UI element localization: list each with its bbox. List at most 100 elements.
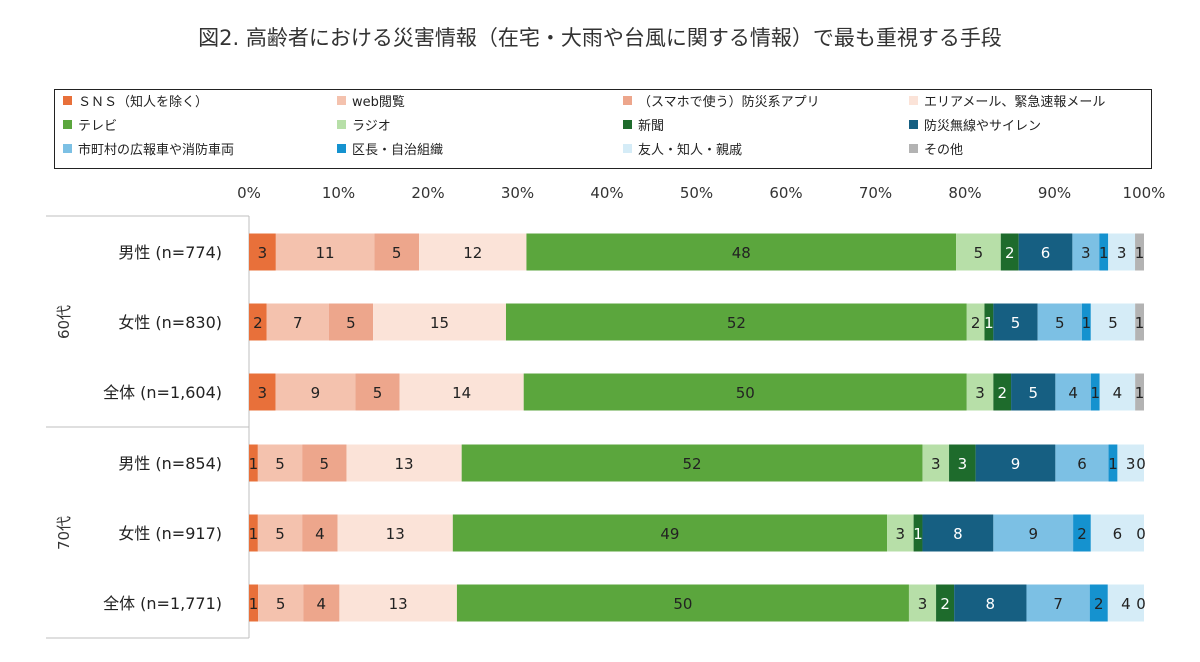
legend-item: エリアメール、緊急速報メール (909, 95, 1105, 111)
category-label: 女性 (n=830) (118, 313, 222, 332)
legend-label: ＳＮＳ（知人を除く） (78, 95, 209, 110)
legend-label: （スマホで使う）防災系アプリ (638, 95, 820, 110)
bar-segment (975, 444, 1056, 482)
data-label: 1 (1090, 384, 1100, 402)
bar-segment (1099, 233, 1109, 271)
legend-label: 防災無線やサイレン (924, 119, 1042, 134)
bar-segment (373, 303, 506, 341)
x-tick-label: 90% (1038, 184, 1071, 202)
bar-segment (1037, 303, 1082, 341)
bar-segment (328, 303, 374, 341)
legend-item: テレビ (63, 119, 117, 135)
data-label: 1 (984, 314, 994, 332)
x-tick-label: 40% (590, 184, 623, 202)
legend: ＳＮＳ（知人を除く） web閲覧 （スマホで使う）防災系アプリ エリアメール、緊急速報… (54, 89, 1152, 169)
legend-swatch (337, 144, 346, 153)
bar-segment (1081, 303, 1091, 341)
bar-segment (1055, 444, 1109, 482)
bar-segment (249, 303, 267, 341)
legend-swatch (63, 144, 72, 153)
data-label: 1 (1099, 244, 1109, 262)
legend-swatch (337, 120, 346, 129)
legend-swatch (909, 96, 918, 105)
bar-segment (966, 373, 994, 411)
data-label: 5 (275, 455, 285, 473)
data-label: 5 (1108, 314, 1118, 332)
x-tick-label: 70% (859, 184, 892, 202)
data-label: 2 (253, 314, 263, 332)
legend-swatch (909, 144, 918, 153)
legend-item: その他 (909, 143, 963, 159)
group-label: 60代 (55, 305, 73, 339)
x-tick-label: 100% (1123, 184, 1166, 202)
bar-segment (1099, 373, 1136, 411)
data-label: 7 (1053, 595, 1063, 613)
bar-segment (337, 514, 453, 552)
legend-swatch (337, 96, 346, 105)
data-label: 13 (389, 595, 408, 613)
data-label: 15 (430, 314, 449, 332)
legend-label: その他 (924, 143, 964, 158)
x-tick-label: 0% (237, 184, 261, 202)
data-label: 1 (249, 455, 259, 473)
data-label: 5 (1055, 314, 1065, 332)
data-label: 3 (896, 525, 906, 543)
bar-segment (302, 444, 347, 482)
bar-segment (922, 514, 994, 552)
bar-segment (456, 584, 909, 622)
data-label: 0 (1136, 455, 1146, 473)
stacked-bar-chart: 0% 10% 20% 30% 40% 50% 60% 70% 80% 90% 100% 60代 70代 男… (46, 184, 1166, 639)
legend-swatch (909, 120, 918, 129)
bar-segment (523, 373, 967, 411)
data-label: 0 (1136, 525, 1146, 543)
data-label: 2 (940, 595, 950, 613)
legend-label: 友人・知人・親戚 (638, 143, 743, 158)
bar-segment (419, 233, 527, 271)
data-label: 0 (1136, 595, 1146, 613)
bar-segment (1135, 373, 1144, 411)
data-label: 3 (975, 384, 985, 402)
legend-swatch (63, 96, 72, 105)
data-label: 1 (249, 525, 259, 543)
x-tick-label: 10% (322, 184, 355, 202)
legend-label: エリアメール、緊急速報メール (924, 95, 1106, 110)
bar-segment (1135, 303, 1144, 341)
bar-segment (339, 584, 457, 622)
chart-title: 図2. 高齢者における災害情報（在宅・大雨や台風に関する情報）で最も重視する手段 (198, 26, 1002, 50)
data-label: 8 (986, 595, 996, 613)
category-label: 男性 (n=774) (118, 243, 222, 262)
bar-segment (257, 514, 303, 552)
legend-item: 区長・自治組織 (337, 143, 443, 159)
data-label: 3 (258, 244, 268, 262)
data-label: 52 (727, 314, 746, 332)
bar-segment (1090, 373, 1100, 411)
data-label: 3 (918, 595, 928, 613)
data-label: 2 (1094, 595, 1104, 613)
category-label: 全体 (n=1,771) (103, 594, 222, 613)
bar-segment (374, 233, 420, 271)
data-label: 11 (316, 244, 335, 262)
bar-segment (526, 233, 957, 271)
data-label: 1 (913, 525, 923, 543)
bar-segment (1108, 233, 1136, 271)
data-label: 5 (1028, 384, 1038, 402)
data-label: 5 (392, 244, 402, 262)
x-tick-label: 20% (411, 184, 444, 202)
data-label: 3 (1081, 244, 1091, 262)
x-tick-label: 80% (948, 184, 981, 202)
group-label: 70代 (55, 516, 73, 550)
bar-segment (1018, 233, 1073, 271)
data-label: 1 (1108, 455, 1118, 473)
bar-segment (1090, 514, 1144, 552)
bar-segment (1073, 514, 1091, 552)
legend-label: ラジオ (352, 119, 391, 134)
bar-segment (993, 303, 1038, 341)
bar-segment (1135, 233, 1144, 271)
bar-segment (966, 303, 985, 341)
data-label: 5 (320, 455, 330, 473)
data-label: 49 (660, 525, 679, 543)
bar-segment (1026, 584, 1090, 622)
x-tick-label: 30% (501, 184, 534, 202)
bar-segment (1117, 444, 1144, 482)
data-label: 7 (293, 314, 303, 332)
